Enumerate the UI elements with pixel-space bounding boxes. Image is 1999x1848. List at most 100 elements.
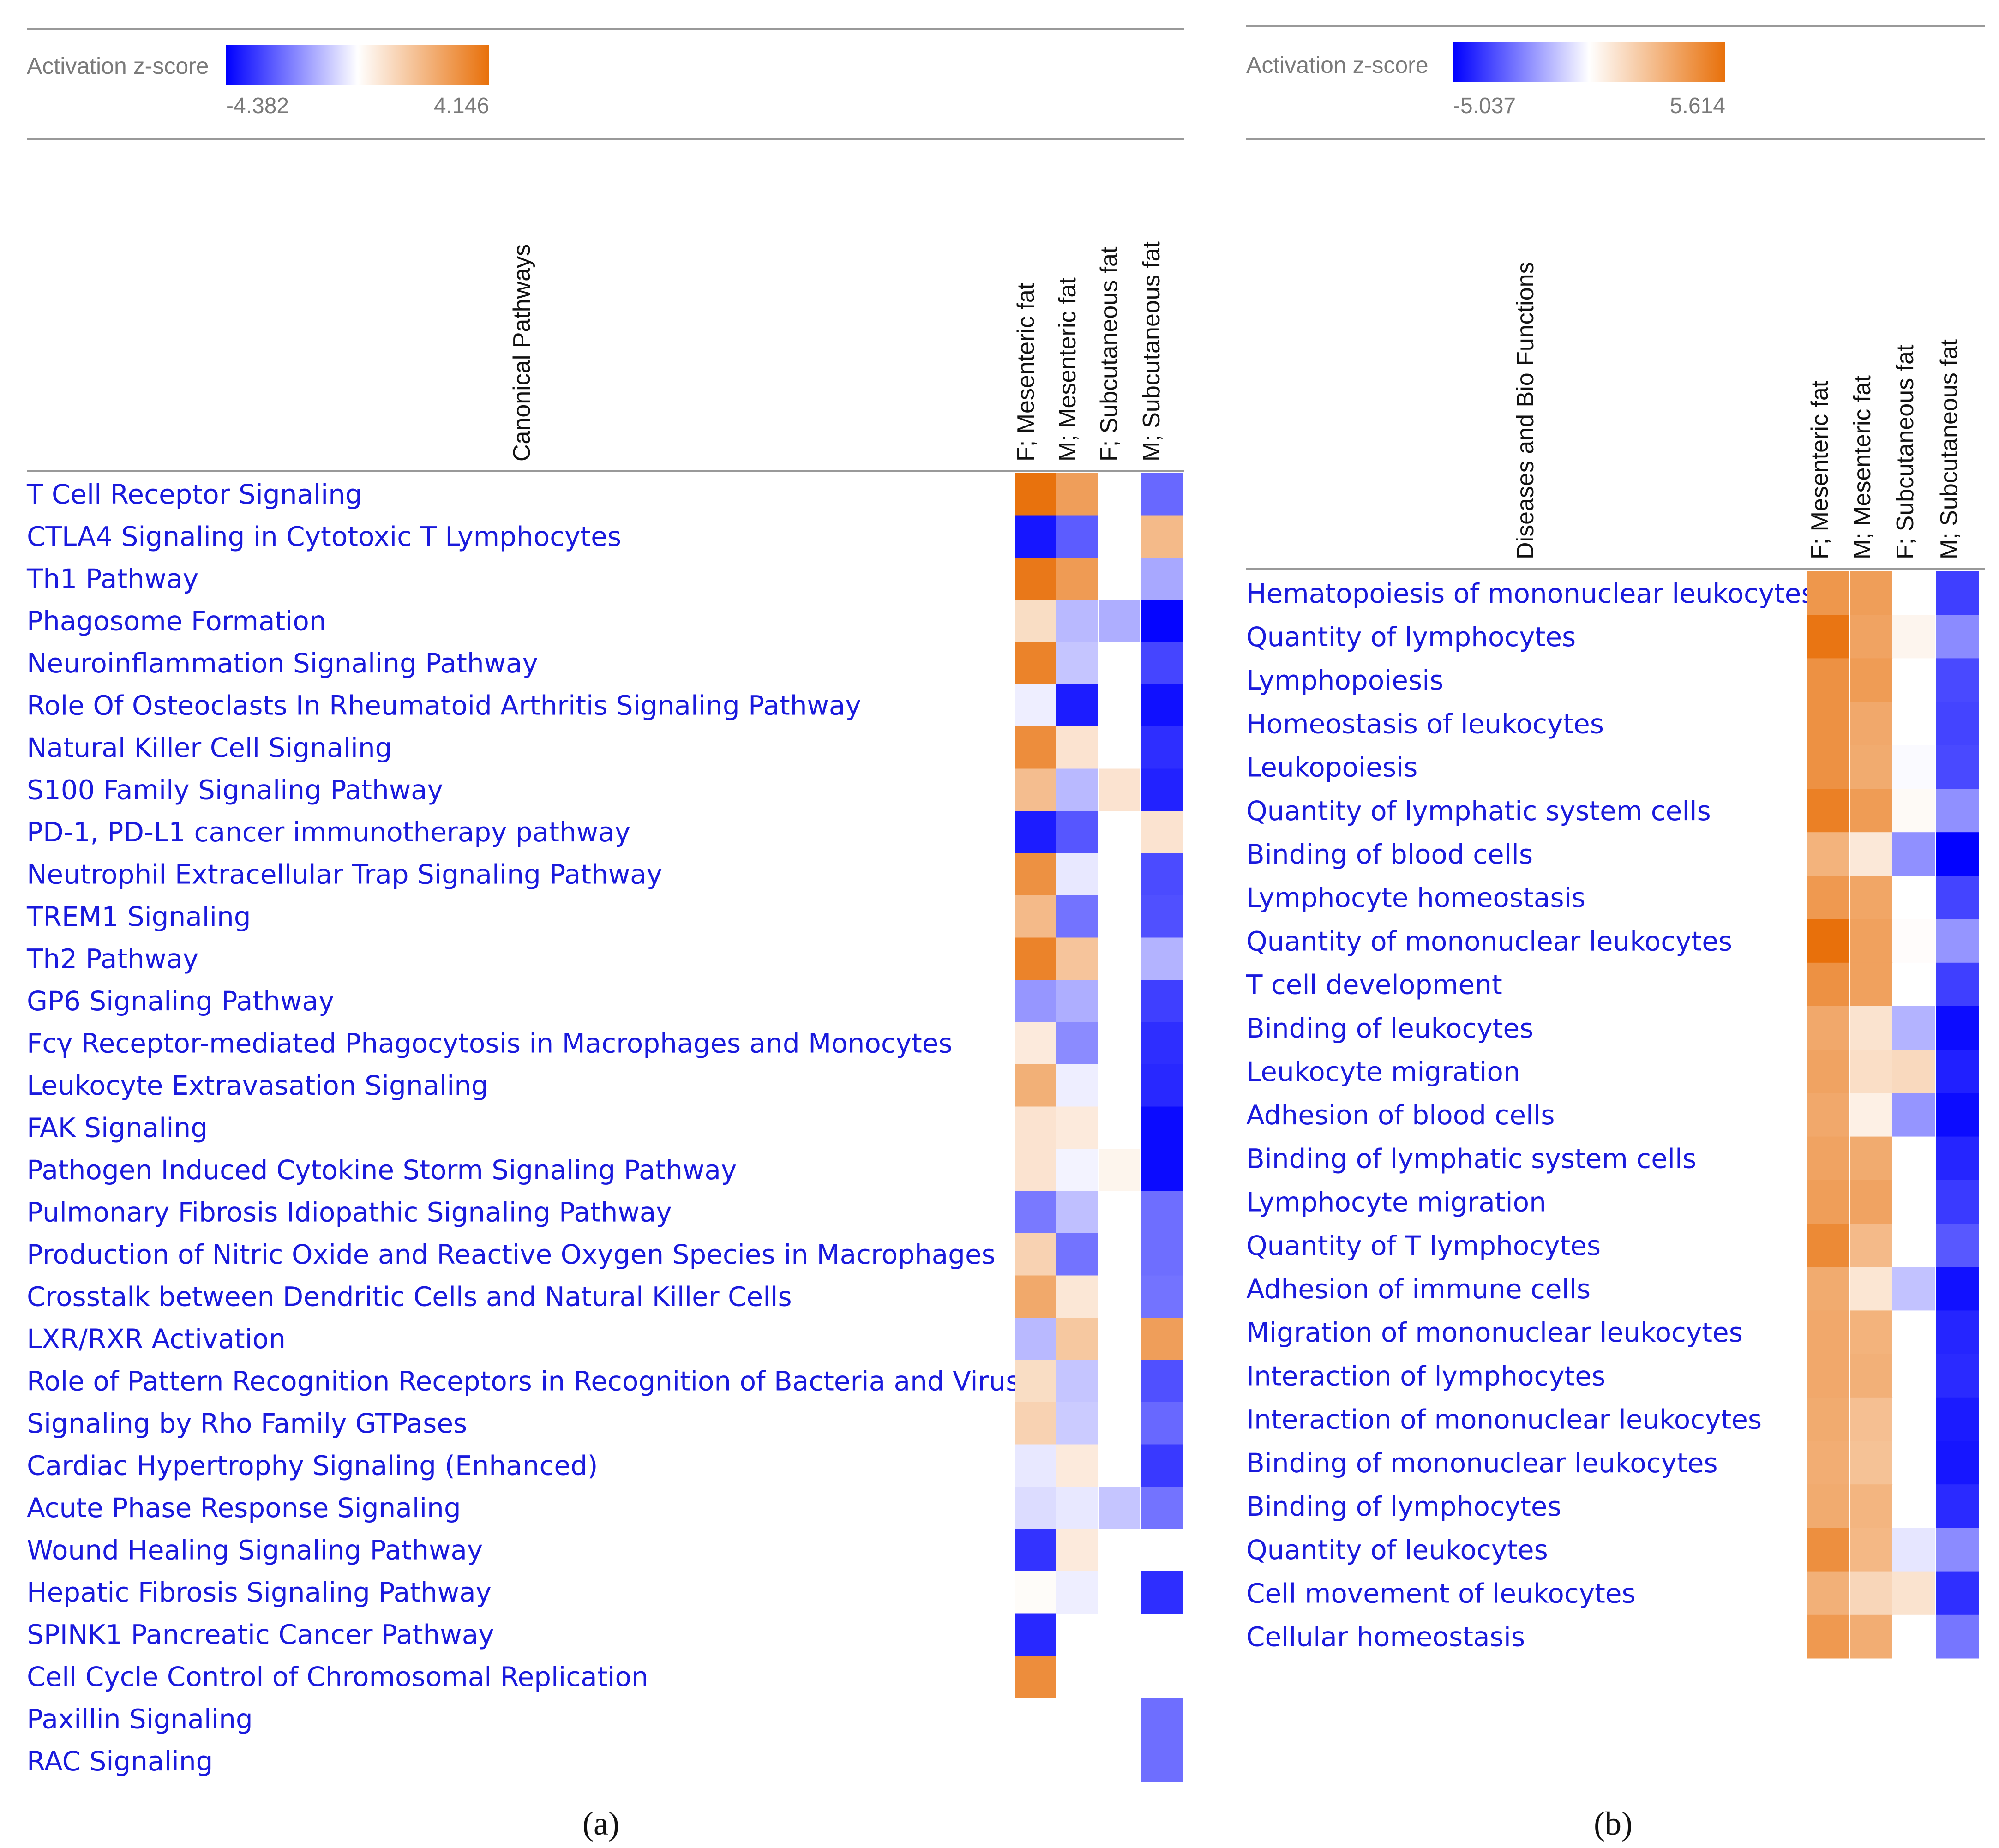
panel-a-cell-r8-c3 bbox=[1141, 811, 1183, 853]
panel-a-cell-r3-c3 bbox=[1141, 600, 1183, 642]
panel-a-cell-r24-c0 bbox=[1015, 1487, 1056, 1529]
panel-a-cell-r21-c0 bbox=[1015, 1360, 1056, 1403]
panel-a-cell-r23-c3 bbox=[1141, 1444, 1183, 1487]
panel-b-cells bbox=[1807, 571, 1979, 1659]
panel-b-cell-r3-c0 bbox=[1807, 702, 1849, 746]
panel-b-cell-r4-c0 bbox=[1807, 745, 1849, 789]
panel-b-cell-r23-c0 bbox=[1807, 1571, 1849, 1615]
panel-a-row-label-22: Signaling by Rho Family GTPases bbox=[27, 1408, 467, 1439]
panel-b-cell-r19-c3 bbox=[1936, 1397, 1979, 1441]
panel-a-row-label-7: S100 Family Signaling Pathway bbox=[27, 774, 443, 805]
panel-b-row-label-5: Quantity of lymphatic system cells bbox=[1246, 795, 1711, 827]
panel-a-row-header: Canonical Pathways bbox=[509, 244, 535, 462]
panel-b-cell-r20-c2 bbox=[1892, 1441, 1935, 1485]
panel-a-row-label-27: SPINK1 Pancreatic Cancer Pathway bbox=[27, 1619, 494, 1650]
panel-b-row-label-18: Interaction of lymphocytes bbox=[1246, 1360, 1605, 1392]
panel-b-row-label-3: Homeostasis of leukocytes bbox=[1246, 708, 1604, 739]
panel-a-cell-r13-c1 bbox=[1056, 1022, 1098, 1065]
panel-b-cell-r6-c3 bbox=[1936, 832, 1979, 876]
panel-b-cell-r11-c2 bbox=[1892, 1050, 1935, 1093]
panel-b: Activation z-score -5.037 5.614 Diseases… bbox=[1246, 25, 1985, 1842]
panel-b-cell-r6-c0 bbox=[1807, 832, 1849, 876]
panel-b-cell-r22-c3 bbox=[1936, 1528, 1979, 1572]
panel-b-legend-max-label: 5.614 bbox=[1670, 94, 1725, 118]
panel-a-row-label-10: TREM1 Signaling bbox=[26, 901, 251, 932]
panel-b-row-label-1: Quantity of lymphocytes bbox=[1246, 621, 1576, 653]
panel-b-cell-r20-c1 bbox=[1850, 1441, 1893, 1485]
panel-b-col-header-1: M; Mesenteric fat bbox=[1849, 375, 1876, 559]
panel-a-cell-r5-c3 bbox=[1141, 684, 1183, 727]
panel-a-cell-r10-c0 bbox=[1015, 895, 1056, 938]
panel-a-cell-r27-c0 bbox=[1015, 1613, 1056, 1656]
panel-b-cell-r2-c2 bbox=[1892, 658, 1935, 702]
panel-a-row-label-25: Wound Healing Signaling Pathway bbox=[27, 1534, 483, 1566]
panel-b-cell-r16-c2 bbox=[1892, 1267, 1935, 1311]
panel-b-row-label-13: Binding of lymphatic system cells bbox=[1246, 1143, 1696, 1174]
panel-a-cell-r11-c1 bbox=[1056, 937, 1098, 980]
panel-b-row-label-17: Migration of mononuclear leukocytes bbox=[1246, 1317, 1743, 1348]
panel-b-row-label-22: Quantity of leukocytes bbox=[1246, 1534, 1548, 1566]
panel-b-cell-r14-c2 bbox=[1892, 1180, 1935, 1224]
panel-b-cell-r7-c1 bbox=[1850, 876, 1893, 920]
panel-b-cell-r20-c3 bbox=[1936, 1441, 1979, 1485]
panel-b-cell-r0-c3 bbox=[1936, 571, 1979, 615]
panel-a-cell-r22-c3 bbox=[1141, 1402, 1183, 1445]
panel-a-cell-r18-c0 bbox=[1015, 1233, 1056, 1276]
panel-a-cell-r6-c0 bbox=[1015, 726, 1056, 769]
panel-b-cell-r17-c3 bbox=[1936, 1310, 1979, 1355]
panel-a-cells bbox=[1015, 473, 1183, 1782]
panel-a-row-label-30: RAC Signaling bbox=[27, 1746, 213, 1777]
panel-b-cell-r11-c0 bbox=[1807, 1050, 1849, 1093]
panel-a-row-label-21: Role of Pattern Recognition Receptors in… bbox=[27, 1365, 1050, 1397]
panel-b-cell-r5-c2 bbox=[1892, 789, 1935, 833]
panel-a-cell-r24-c2 bbox=[1099, 1487, 1140, 1529]
panel-a-col-header-1: M; Mesenteric fat bbox=[1054, 277, 1081, 462]
panel-a-cell-r1-c1 bbox=[1056, 515, 1098, 558]
panel-a-cell-r23-c0 bbox=[1015, 1444, 1056, 1487]
panel-a-row-label-8: PD-1, PD-L1 cancer immunotherapy pathway bbox=[27, 816, 630, 848]
panel-a-row-label-19: Crosstalk between Dendritic Cells and Na… bbox=[27, 1281, 792, 1312]
panel-b-cell-r4-c1 bbox=[1850, 745, 1893, 789]
panel-a-cell-r22-c1 bbox=[1056, 1402, 1098, 1445]
panel-b-cell-r7-c2 bbox=[1892, 876, 1935, 920]
panel-a-cell-r21-c1 bbox=[1056, 1360, 1098, 1403]
panel-b-legend-gradient bbox=[1453, 42, 1725, 82]
panel-a-cell-r28-c0 bbox=[1015, 1656, 1056, 1698]
panel-a-cell-r15-c1 bbox=[1056, 1106, 1098, 1149]
panel-b-cell-r2-c1 bbox=[1850, 658, 1893, 702]
panel-b-cell-r9-c2 bbox=[1892, 962, 1935, 1007]
panel-b-cell-r22-c0 bbox=[1807, 1528, 1849, 1572]
panel-a-row-label-16: Pathogen Induced Cytokine Storm Signalin… bbox=[27, 1154, 737, 1186]
panel-a-legend-title: Activation z-score bbox=[27, 53, 209, 79]
panel-b-cell-r10-c0 bbox=[1807, 1006, 1849, 1050]
panel-a-row-label-2: Th1 Pathway bbox=[26, 563, 198, 594]
panel-a-row-label-1: CTLA4 Signaling in Cytotoxic T Lymphocyt… bbox=[27, 521, 621, 552]
panel-a-cell-r16-c2 bbox=[1099, 1149, 1140, 1191]
panel-b-cell-r8-c2 bbox=[1892, 919, 1935, 963]
panel-a-row-label-24: Acute Phase Response Signaling bbox=[27, 1492, 461, 1524]
panel-a-row-label-14: Leukocyte Extravasation Signaling bbox=[27, 1070, 488, 1101]
panel-a-cell-r20-c1 bbox=[1056, 1318, 1098, 1360]
panel-b-cell-r20-c0 bbox=[1807, 1441, 1849, 1485]
panel-a-row-label-0: T Cell Receptor Signaling bbox=[26, 479, 362, 510]
panel-b-cell-r23-c1 bbox=[1850, 1571, 1893, 1615]
panel-a-cell-r10-c1 bbox=[1056, 895, 1098, 938]
panel-b-cell-r4-c2 bbox=[1892, 745, 1935, 789]
panel-a-cell-r12-c0 bbox=[1015, 980, 1056, 1022]
panel-a-cell-r23-c1 bbox=[1056, 1444, 1098, 1487]
panel-a-cell-r6-c1 bbox=[1056, 726, 1098, 769]
panel-b-cell-r3-c2 bbox=[1892, 702, 1935, 746]
panel-b-cell-r13-c1 bbox=[1850, 1136, 1893, 1181]
panel-a-cell-r18-c3 bbox=[1141, 1233, 1183, 1276]
panel-a-cell-r4-c1 bbox=[1056, 642, 1098, 684]
panel-b-cell-r17-c0 bbox=[1807, 1310, 1849, 1355]
panel-b-cell-r13-c0 bbox=[1807, 1136, 1849, 1181]
panel-b-cell-r2-c3 bbox=[1936, 658, 1979, 702]
panel-b-cell-r24-c2 bbox=[1892, 1614, 1935, 1659]
panel-a-col-header-3: M; Subcutaneous fat bbox=[1138, 241, 1165, 462]
panel-a-cell-r1-c0 bbox=[1015, 515, 1056, 558]
panel-b-cell-r7-c0 bbox=[1807, 876, 1849, 920]
panel-a-cell-r14-c0 bbox=[1015, 1064, 1056, 1107]
panel-b-cell-r23-c3 bbox=[1936, 1571, 1979, 1615]
panel-b-cell-r19-c2 bbox=[1892, 1397, 1935, 1441]
